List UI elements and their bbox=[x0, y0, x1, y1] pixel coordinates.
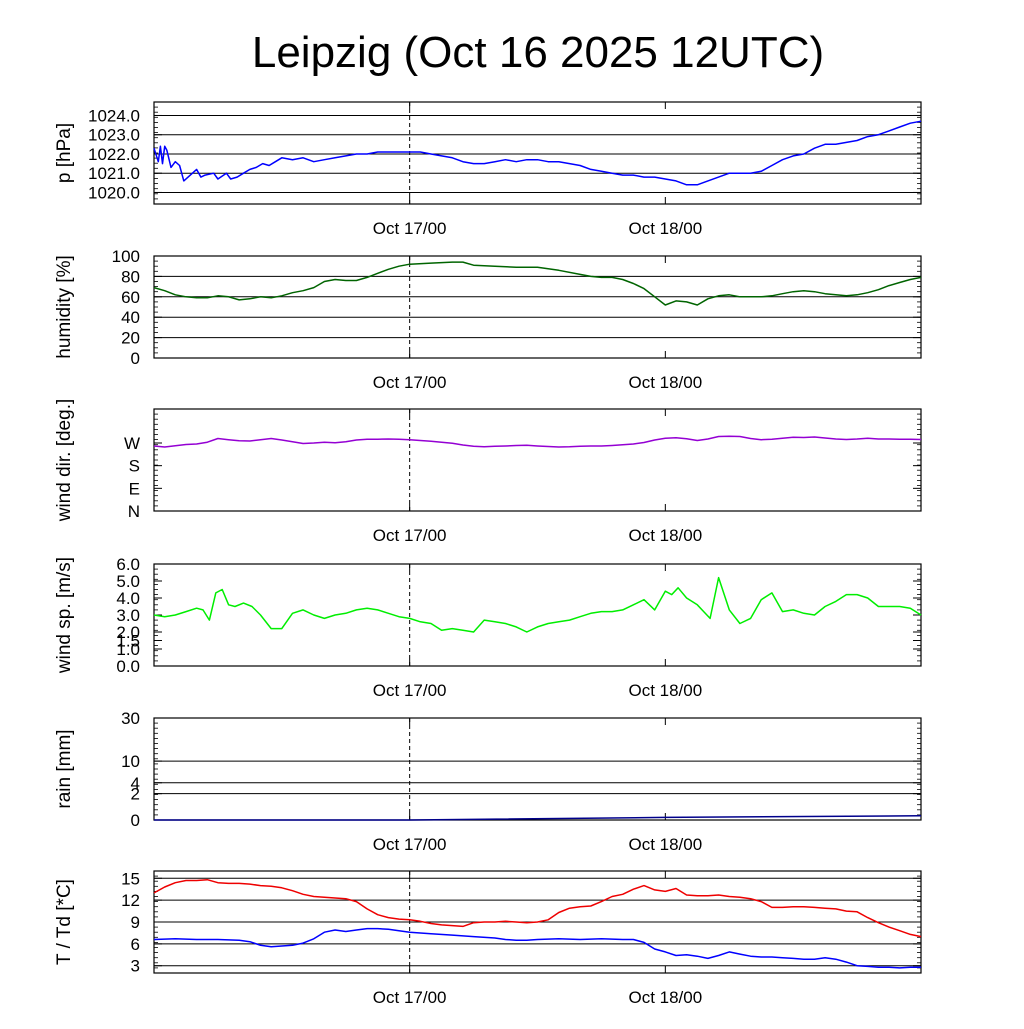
ytick-label-windspeed-5: 4.0 bbox=[116, 589, 140, 608]
series-line-windspeed-0 bbox=[153, 576, 922, 633]
ytick-label-rain-4: 30 bbox=[121, 709, 140, 728]
ylabel-winddir: wind dir. [deg.] bbox=[54, 399, 75, 523]
xtick-label-winddir-0: Oct 17/00 bbox=[373, 526, 447, 545]
series-line-temperature-1 bbox=[153, 927, 921, 969]
ytick-label-rain-3: 10 bbox=[121, 752, 140, 771]
ytick-label-pressure-0: 1020.0 bbox=[88, 183, 140, 202]
ytick-label-windspeed-3: 2.0 bbox=[116, 623, 140, 642]
ytick-label-temperature-2: 9 bbox=[131, 913, 140, 932]
xtick-label-temperature-0: Oct 17/00 bbox=[373, 988, 447, 1007]
ylabel-windspeed: wind sp. [m/s] bbox=[54, 557, 75, 674]
ylabel-temperature: T / Td [*C] bbox=[54, 879, 75, 965]
ytick-label-windspeed-1: 1.0 bbox=[116, 640, 140, 659]
ytick-label-windspeed-0: 0.0 bbox=[116, 657, 140, 676]
ytick-label-pressure-2: 1022.0 bbox=[88, 145, 140, 164]
panel-frame-rain bbox=[153, 717, 922, 821]
ylabel-rain: rain [mm] bbox=[54, 729, 75, 808]
xtick-label-humidity-0: Oct 17/00 bbox=[373, 373, 447, 392]
series-line-rain-0 bbox=[154, 815, 922, 821]
panel-frame-winddir bbox=[153, 408, 922, 512]
ytick-label-temperature-4: 15 bbox=[121, 869, 140, 888]
ytick-label-humidity-2: 40 bbox=[121, 308, 140, 327]
ytick-label-humidity-1: 20 bbox=[121, 329, 140, 348]
ytick-label-humidity-5: 100 bbox=[112, 247, 140, 266]
ylabel-pressure: p [hPa] bbox=[54, 123, 75, 183]
ytick-label-temperature-0: 3 bbox=[131, 957, 140, 976]
ytick-label-winddir-0: N bbox=[128, 502, 140, 521]
xtick-label-pressure-1: Oct 18/00 bbox=[628, 219, 702, 238]
panel-windspeed: 0.01.01.52.03.04.05.06.0 Oct 17/00 Oct 18/… bbox=[54, 555, 922, 700]
xtick-label-humidity-1: Oct 18/00 bbox=[628, 373, 702, 392]
ytick-label-humidity-0: 0 bbox=[131, 349, 140, 368]
xtick-label-pressure-0: Oct 17/00 bbox=[373, 219, 447, 238]
chart-title: Leipzig (Oct 16 2025 12UTC) bbox=[252, 28, 824, 77]
panel-temperature: 3 6 9 12 15 Oct 17/00 Oct 18/00 T / Td [*C] bbox=[54, 869, 922, 1007]
ytick-label-temperature-3: 12 bbox=[121, 891, 140, 910]
xtick-label-windspeed-0: Oct 17/00 bbox=[373, 681, 447, 700]
series-line-winddir-0 bbox=[153, 435, 922, 448]
ytick-label-rain-0: 0 bbox=[131, 811, 140, 830]
ytick-label-temperature-1: 6 bbox=[131, 935, 140, 954]
ytick-label-pressure-1: 1021.0 bbox=[88, 164, 140, 183]
ytick-label-rain-2: 4 bbox=[131, 774, 140, 793]
ytick-label-windspeed-2: 1.5 bbox=[116, 632, 140, 651]
xtick-label-windspeed-1: Oct 18/00 bbox=[628, 681, 702, 700]
xtick-label-rain-0: Oct 17/00 bbox=[373, 835, 447, 854]
ytick-label-winddir-3: W bbox=[124, 434, 140, 453]
ytick-label-humidity-3: 60 bbox=[121, 288, 140, 307]
ytick-label-windspeed-4: 3.0 bbox=[116, 606, 140, 625]
ytick-label-pressure-4: 1024.0 bbox=[88, 106, 140, 125]
xtick-label-winddir-1: Oct 18/00 bbox=[628, 526, 702, 545]
ytick-label-pressure-3: 1023.0 bbox=[88, 126, 140, 145]
series-line-humidity-0 bbox=[153, 261, 922, 306]
panel-frame-windspeed bbox=[153, 563, 922, 667]
ytick-label-winddir-2: S bbox=[129, 457, 140, 476]
ytick-label-windspeed-6: 5.0 bbox=[116, 572, 140, 591]
series-line-temperature-0 bbox=[153, 878, 922, 938]
xtick-label-temperature-1: Oct 18/00 bbox=[628, 988, 702, 1007]
ytick-label-humidity-4: 80 bbox=[121, 267, 140, 286]
ytick-label-windspeed-7: 6.0 bbox=[116, 555, 140, 574]
ylabel-humidity: humidity [%] bbox=[54, 255, 75, 358]
panel-frame-humidity bbox=[153, 255, 922, 359]
series-line-pressure-0 bbox=[153, 120, 922, 186]
panel-rain: 0 24 10 30 Oct 17/00 Oct 18/00 rain [mm] bbox=[54, 709, 922, 854]
ytick-label-rain-1: 2 bbox=[131, 785, 140, 804]
ytick-label-winddir-1: E bbox=[129, 479, 140, 498]
xtick-label-rain-1: Oct 18/00 bbox=[628, 835, 702, 854]
